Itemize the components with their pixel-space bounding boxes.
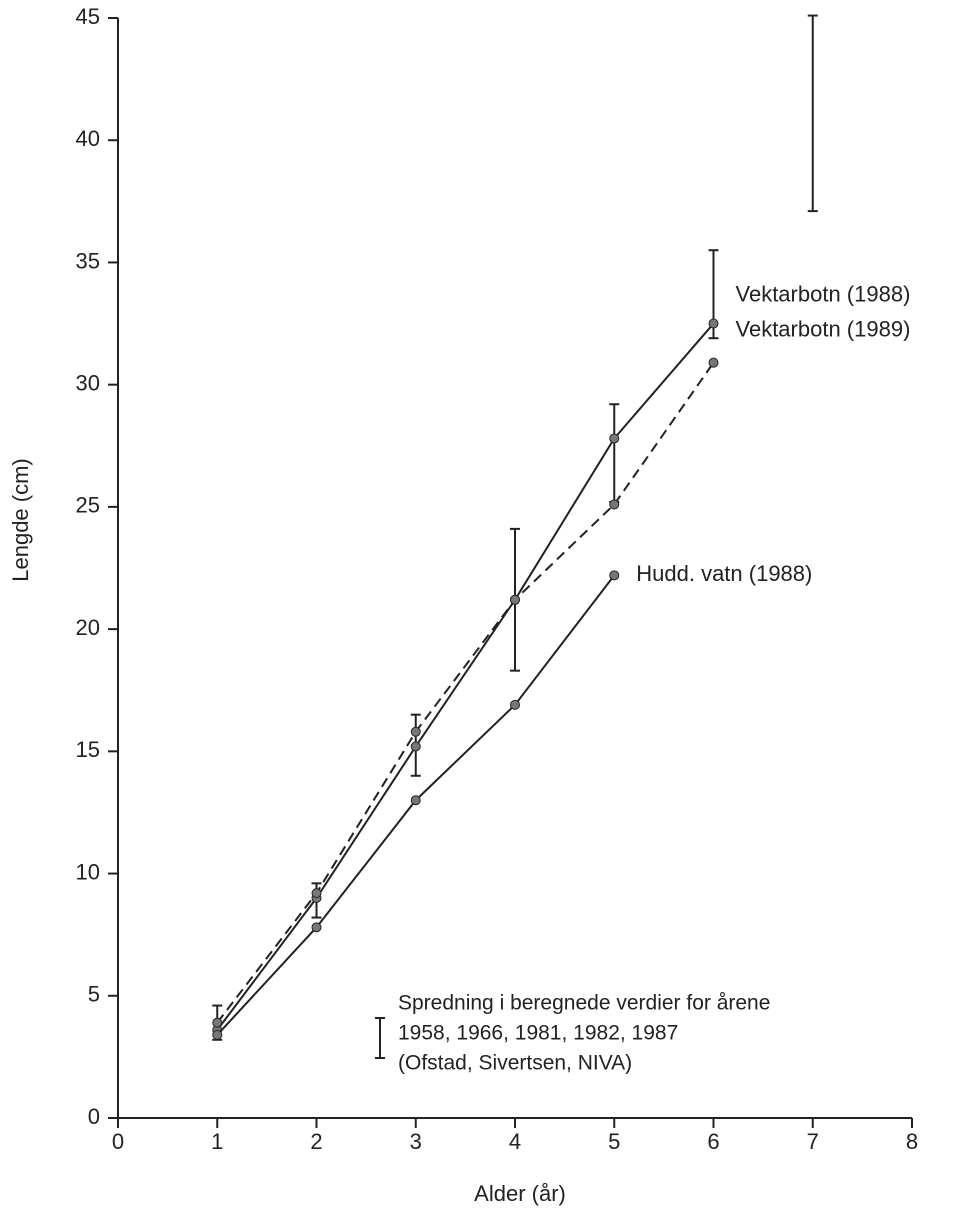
point: [510, 594, 520, 605]
point: [510, 699, 520, 710]
point: [708, 318, 719, 329]
point: [609, 433, 620, 444]
y-tick-label: 15: [76, 737, 100, 762]
annotation: (Ofstad, Sivertsen, NIVA): [398, 1052, 632, 1075]
x-tick-label: 1: [211, 1129, 223, 1154]
range-bar: [609, 403, 620, 503]
series-label: Hudd. vatn (1988): [636, 561, 812, 586]
x-tick-label: 2: [310, 1129, 322, 1154]
y-tick-label: 30: [76, 370, 100, 395]
point: [410, 741, 421, 752]
y-tick-label: 5: [88, 982, 100, 1007]
series-label: Vektarbotn (1988): [736, 281, 911, 306]
point: [609, 499, 620, 510]
y-tick-label: 0: [88, 1104, 100, 1129]
y-tick-label: 45: [76, 4, 100, 29]
point: [609, 570, 620, 581]
x-tick-label: 0: [112, 1129, 124, 1154]
point: [311, 888, 322, 899]
x-tick-label: 4: [509, 1129, 521, 1154]
range-bar: [807, 14, 818, 213]
point: [212, 1029, 223, 1040]
x-tick-label: 8: [906, 1129, 918, 1154]
y-tick-label: 25: [76, 493, 100, 518]
x-tick-label: 3: [410, 1129, 422, 1154]
y-axis-label: Lengde (cm): [8, 458, 33, 582]
point: [708, 357, 719, 368]
y-tick-label: 35: [76, 248, 100, 273]
series-line: [216, 322, 715, 1031]
point: [410, 726, 421, 737]
series-line: [216, 362, 715, 1024]
y-tick-label: 40: [76, 126, 100, 151]
annotation: 1958, 1966, 1981, 1982, 1987: [398, 1022, 678, 1045]
annotation: Spredning i beregnede verdier for årene: [398, 992, 770, 1015]
point: [311, 922, 322, 933]
x-tick-label: 5: [608, 1129, 620, 1154]
y-tick-label: 20: [76, 615, 100, 640]
x-tick-label: 7: [807, 1129, 819, 1154]
x-tick-label: 6: [707, 1129, 719, 1154]
point: [410, 795, 421, 806]
x-axis-label: Alder (år): [474, 1181, 566, 1206]
series-label: Vektarbotn (1989): [736, 316, 911, 341]
y-tick-label: 10: [76, 859, 100, 884]
point: [212, 1017, 223, 1028]
